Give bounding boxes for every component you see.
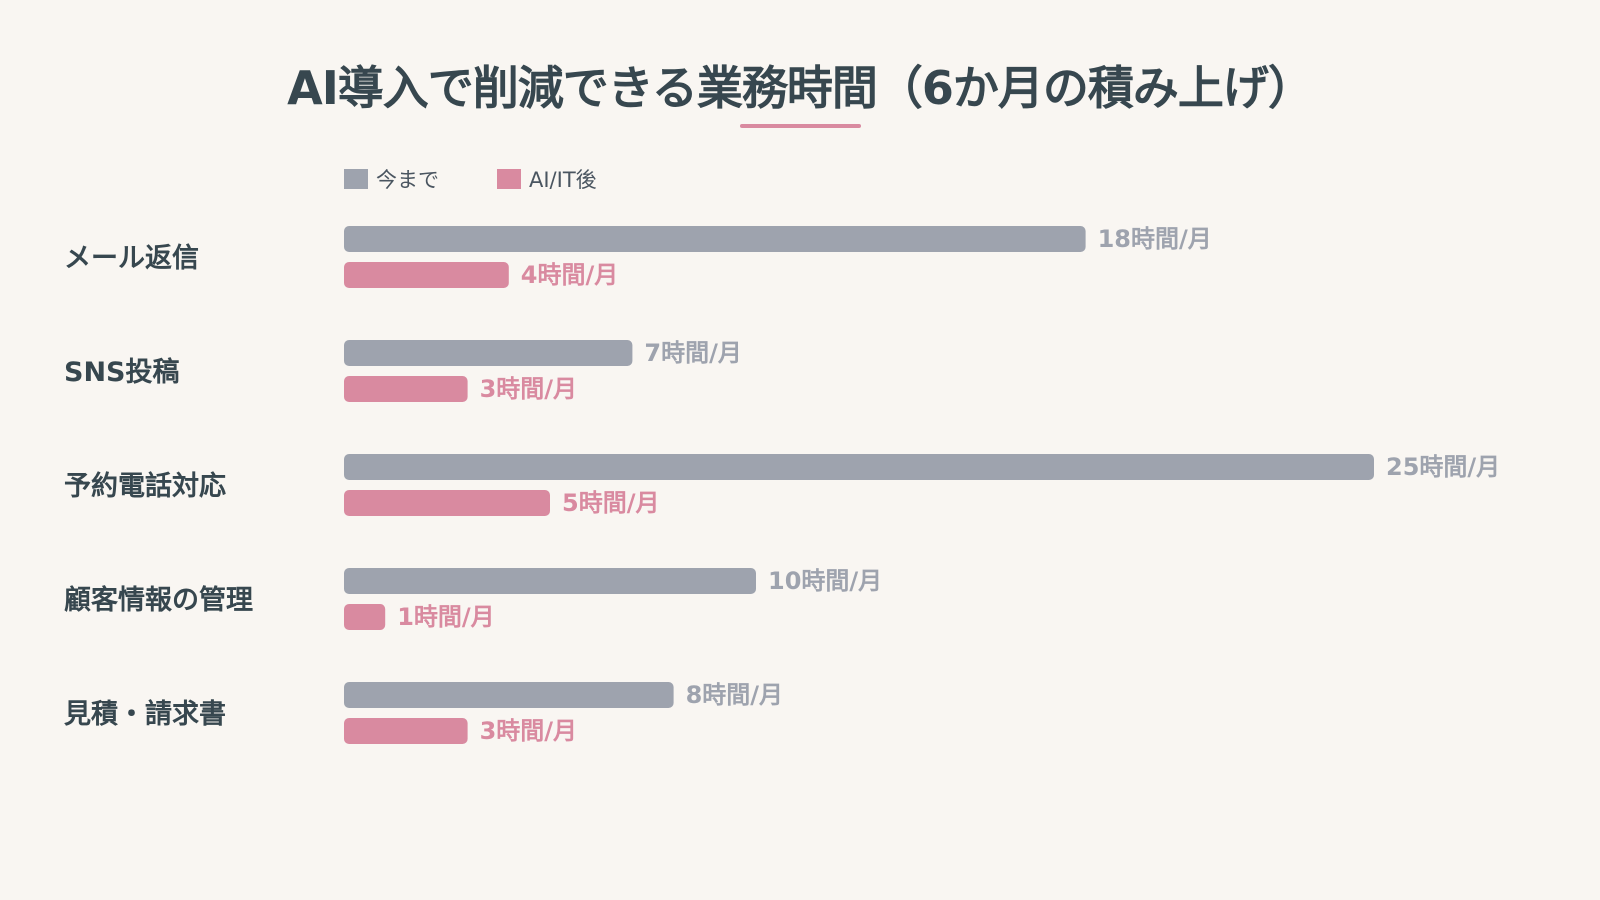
category-group: 予約電話対応 25時間/月 5時間/月 (64, 453, 1500, 517)
legend-label-after: AI/IT後 (529, 168, 597, 192)
value-label-after: 3時間/月 (480, 717, 577, 745)
bar-after (344, 718, 468, 744)
legend-item-after: AI/IT後 (497, 164, 597, 194)
value-label-after: 1時間/月 (397, 603, 494, 631)
category-label: メール返信 (64, 243, 199, 274)
bar-after (344, 490, 550, 516)
legend-swatch-before (344, 169, 368, 189)
title-underline (740, 124, 861, 128)
category-label: 見積・請求書 (64, 698, 226, 730)
chart-legend: 今まで AI/IT後 (344, 164, 655, 194)
category-group: 顧客情報の管理 10時間/月 1時間/月 (64, 567, 882, 631)
category-group: SNS投稿 7時間/月 3時間/月 (64, 339, 742, 403)
value-label-before: 8時間/月 (686, 681, 783, 709)
category-label: 予約電話対応 (64, 470, 226, 502)
bar-after (344, 376, 468, 402)
legend-label-before: 今まで (376, 168, 439, 192)
legend-item-before: 今まで (344, 164, 439, 194)
bar-after (344, 262, 509, 288)
bar-after (344, 604, 386, 630)
chart-title: AI導入で削減できる業務時間（6か月の積み上げ） (287, 61, 1314, 115)
category-group: 見積・請求書 8時間/月 3時間/月 (64, 681, 783, 745)
legend-swatch-after (497, 169, 521, 189)
value-label-before: 25時間/月 (1386, 453, 1500, 481)
value-label-after: 5時間/月 (562, 489, 659, 517)
category-label: 顧客情報の管理 (64, 584, 253, 616)
bar-before (344, 568, 756, 594)
bar-before (344, 682, 674, 708)
value-label-after: 3時間/月 (480, 375, 577, 403)
category-label: SNS投稿 (64, 356, 180, 388)
value-label-before: 10時間/月 (768, 567, 882, 595)
bar-before (344, 226, 1086, 252)
value-label-before: 7時間/月 (644, 339, 741, 367)
value-label-before: 18時間/月 (1098, 225, 1212, 253)
bar-before (344, 454, 1374, 480)
bar-before (344, 340, 633, 366)
value-label-after: 4時間/月 (521, 261, 618, 289)
category-group: メール返信 18時間/月 4時間/月 (64, 225, 1212, 289)
